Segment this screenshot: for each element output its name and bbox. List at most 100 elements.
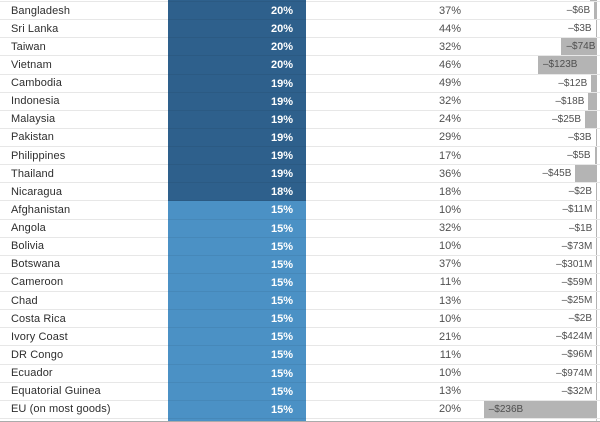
new-rate-cell: 18% xyxy=(168,183,306,202)
country-label: Sri Lanka xyxy=(11,22,59,35)
april-rate-value: 10% xyxy=(438,203,461,216)
new-rate-value: 15% xyxy=(270,204,293,217)
table-row: Pakistan 19% 29% –$3B xyxy=(0,128,600,147)
country-label: DR Congo xyxy=(11,348,64,361)
deficit-value: –$59M xyxy=(561,276,593,288)
april-rate-value: 24% xyxy=(438,113,461,126)
deficit-value: –$73M xyxy=(561,240,593,252)
deficit-bar xyxy=(596,273,597,291)
table-row: EU (on most goods) 15% 20% –$236B xyxy=(0,400,600,419)
deficit-bar xyxy=(561,38,597,56)
april-rate-value: 49% xyxy=(438,77,461,90)
new-rate-value: 15% xyxy=(270,295,293,308)
country-label: Taiwan xyxy=(11,40,46,53)
new-rate-cell: 15% xyxy=(168,273,306,292)
deficit-bar xyxy=(594,2,597,20)
new-rate-cell: 15% xyxy=(168,346,306,365)
table-row: Philippines 19% 17% –$5B xyxy=(0,147,600,166)
table-row: Malaysia 19% 24% –$25B xyxy=(0,110,600,129)
country-label: Botswana xyxy=(11,258,61,271)
deficit-value: –$974M xyxy=(556,367,593,379)
deficit-bar xyxy=(596,328,597,346)
deficit-value: –$424M xyxy=(556,331,593,343)
deficit-value: –$2B xyxy=(568,313,593,325)
deficit-bar xyxy=(596,364,597,382)
new-rate-value: 15% xyxy=(270,385,293,398)
deficit-bar xyxy=(596,292,597,310)
new-rate-cell: 15% xyxy=(168,255,306,274)
deficit-bar xyxy=(575,165,597,183)
april-rate-value: 37% xyxy=(438,258,461,271)
new-rate-value: 18% xyxy=(270,186,293,199)
april-rate-value: 11% xyxy=(439,348,461,361)
new-rate-cell: 15% xyxy=(168,219,306,238)
table-row: Costa Rica 15% 10% –$2B xyxy=(0,310,600,329)
deficit-bar xyxy=(596,255,597,273)
country-label: Ivory Coast xyxy=(11,330,68,343)
new-rate-cell: 15% xyxy=(168,328,306,347)
deficit-bar xyxy=(594,147,597,165)
table-row: Vietnam 20% 46% –$123B xyxy=(0,56,600,75)
deficit-bar xyxy=(596,201,597,219)
new-rate-value: 20% xyxy=(270,5,293,18)
country-label: Thailand xyxy=(11,167,54,180)
new-rate-value: 15% xyxy=(270,276,293,289)
deficit-value: –$236B xyxy=(488,403,524,415)
table-row: Afghanistan 15% 10% –$11M xyxy=(0,201,600,220)
deficit-value: –$5B xyxy=(567,150,591,162)
table-row: Botswana 15% 37% –$301M xyxy=(0,255,600,274)
april-rate-value: 17% xyxy=(438,149,461,162)
april-rate-value: 10% xyxy=(438,312,461,325)
april-rate-value: 32% xyxy=(438,95,461,108)
table-row: Cameroon 15% 11% –$59M xyxy=(0,273,600,292)
new-rate-value: 15% xyxy=(270,367,293,380)
new-rate-value: 19% xyxy=(270,150,293,163)
new-rate-value: 20% xyxy=(270,41,293,54)
new-rate-cell: 20% xyxy=(168,2,306,21)
deficit-bar xyxy=(585,110,597,128)
new-rate-cell: 19% xyxy=(168,74,306,93)
new-rate-value: 15% xyxy=(270,222,293,235)
table-row: Cambodia 19% 49% –$12B xyxy=(0,74,600,93)
new-rate-cell: 19% xyxy=(168,110,306,129)
new-rate-cell: 19% xyxy=(168,147,306,166)
deficit-value: –$123B xyxy=(542,59,578,71)
deficit-bar xyxy=(537,56,597,74)
new-rate-cell: 15% xyxy=(168,382,306,401)
deficit-value: –$6B xyxy=(566,5,591,17)
new-rate-cell xyxy=(168,0,306,2)
country-label: Ecuador xyxy=(11,367,53,380)
new-rate-value: 19% xyxy=(270,131,293,144)
new-rate-value: 15% xyxy=(270,403,293,416)
country-label: Nicaragua xyxy=(11,185,63,198)
country-label: EU (on most goods) xyxy=(11,403,111,416)
table-row: Ivory Coast 15% 21% –$424M xyxy=(0,328,600,347)
country-label: Afghanistan xyxy=(11,203,71,216)
deficit-bar xyxy=(596,183,597,201)
deficit-value: –$3B xyxy=(568,23,592,35)
new-rate-cell: 19% xyxy=(168,128,306,147)
new-rate-cell: 15% xyxy=(168,237,306,256)
deficit-bar xyxy=(591,74,597,92)
deficit-value: –$301M xyxy=(556,258,593,270)
partial-table-row xyxy=(0,0,600,2)
new-rate-cell xyxy=(168,418,306,421)
april-rate-value: 10% xyxy=(438,367,461,380)
deficit-bar xyxy=(588,92,597,110)
deficit-value: –$3B xyxy=(568,131,592,143)
deficit-value: –$12B xyxy=(558,77,588,89)
table-row: DR Congo 15% 11% –$96M xyxy=(0,346,600,365)
april-rate-value: 20% xyxy=(438,403,461,416)
new-rate-value: 15% xyxy=(270,313,293,326)
april-rate-value: 10% xyxy=(438,240,461,253)
table-row: Bangladesh 20% 37% –$6B xyxy=(0,2,600,21)
april-rate-value: 32% xyxy=(438,222,461,235)
deficit-value: –$25M xyxy=(561,295,593,307)
deficit-bar xyxy=(596,219,597,237)
deficit-value: –$96M xyxy=(561,349,593,361)
country-label: Cameroon xyxy=(11,276,64,289)
april-rate-value: 44% xyxy=(438,22,461,35)
april-rate-value: 36% xyxy=(438,167,461,180)
deficit-value: –$74B xyxy=(566,41,596,53)
